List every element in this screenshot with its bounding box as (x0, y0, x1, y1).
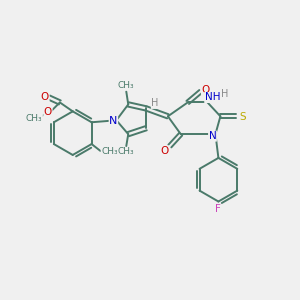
Text: H: H (221, 88, 228, 98)
Text: S: S (239, 112, 245, 122)
Text: F: F (215, 204, 221, 214)
Text: O: O (201, 85, 210, 94)
Text: NH: NH (205, 92, 220, 103)
Text: N: N (109, 116, 118, 126)
Text: N: N (208, 131, 216, 141)
Text: CH₃: CH₃ (118, 148, 135, 157)
Text: CH₃: CH₃ (118, 81, 135, 90)
Text: CH₃: CH₃ (101, 148, 118, 157)
Text: CH₃: CH₃ (26, 114, 42, 123)
Text: O: O (41, 92, 49, 101)
Text: O: O (44, 107, 52, 117)
Text: H: H (151, 98, 159, 108)
Text: O: O (161, 146, 169, 156)
